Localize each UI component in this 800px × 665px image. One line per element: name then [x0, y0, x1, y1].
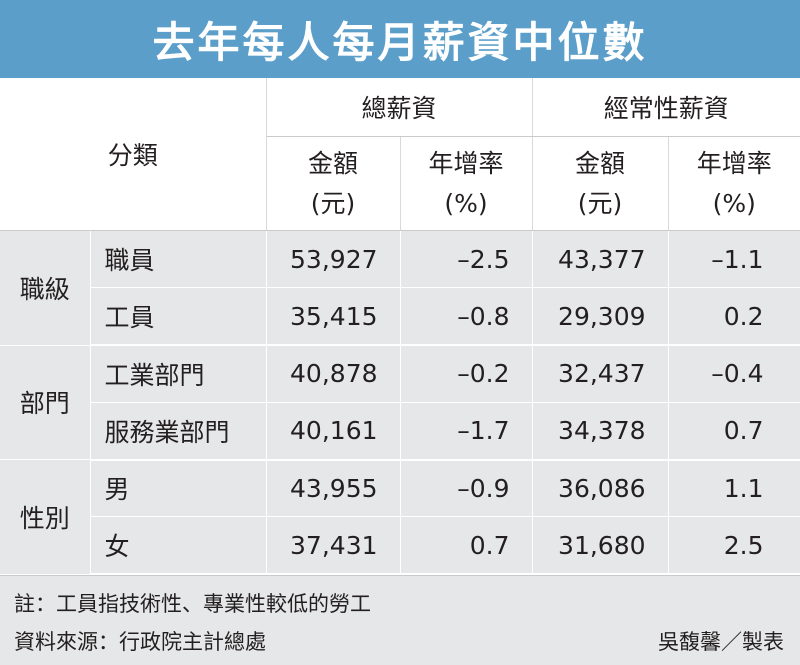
row-item: 男: [90, 459, 267, 518]
table-row: 服務業部門 40,161 –1.7 34,378 0.7: [0, 402, 800, 461]
regular-growth-header: 年增率 (%): [668, 136, 800, 231]
author-credit: 吳馥馨／製表: [658, 630, 784, 654]
regular-amount-cell: 43,377: [532, 230, 669, 289]
regular-amount-header: 金額 (元): [532, 136, 669, 231]
footer: 註：工員指技術性、專業性較低的勞工 資料來源：行政院主計總處 吳馥馨／製表: [0, 576, 800, 665]
table-row: 部門 工業部門 40,878 –0.2 32,437 –0.4: [0, 345, 800, 460]
title-bar: 去年每人每月薪資中位數: [0, 0, 800, 78]
total-growth-cell: –0.9: [400, 459, 533, 518]
total-amount-header: 金額 (元): [266, 136, 401, 231]
footer-divider: [0, 575, 800, 576]
table-row: 職級 職員 53,927 –2.5 43,377 –1.1: [0, 230, 800, 346]
total-growth-cell: –1.7: [400, 402, 533, 461]
amount-unit: (元): [310, 188, 356, 218]
total-growth-cell: 0.7: [400, 516, 533, 576]
total-amount-cell: 35,415: [266, 287, 401, 347]
total-growth-cell: –2.5: [400, 230, 533, 289]
regular-amount-cell: 36,086: [532, 459, 669, 518]
regular-growth-cell: –0.4: [668, 345, 800, 403]
total-salary-header: 總薪資: [266, 78, 533, 137]
table-row: 女 37,431 0.7 31,680 2.5: [0, 516, 800, 576]
group-label: 職級: [0, 230, 91, 346]
total-growth-header: 年增率 (%): [400, 136, 533, 231]
infographic-title: 去年每人每月薪資中位數: [152, 17, 648, 67]
growth-label: 年增率: [428, 148, 504, 178]
growth-unit: (%): [444, 188, 488, 218]
total-amount-cell: 53,927: [266, 230, 401, 289]
salary-table: 分類 總薪資 經常性薪資 金額 (元) 年增率 (%) 金額 (元) 年增: [0, 78, 800, 576]
total-amount-cell: 40,161: [266, 402, 401, 461]
row-item: 工業部門: [90, 345, 267, 403]
regular-growth-cell: 0.7: [668, 402, 800, 461]
regular-growth-cell: 2.5: [668, 516, 800, 576]
total-amount-cell: 43,955: [266, 459, 401, 518]
total-growth-cell: –0.8: [400, 287, 533, 347]
table-row: 工員 35,415 –0.8 29,309 0.2: [0, 287, 800, 347]
regular-growth-cell: 1.1: [668, 459, 800, 518]
row-item: 女: [90, 516, 267, 576]
table-row: 性別 男 43,955 –0.9 36,086 1.1: [0, 459, 800, 575]
amount-label: 金額: [575, 148, 626, 178]
regular-amount-cell: 31,680: [532, 516, 669, 576]
total-amount-cell: 40,878: [266, 345, 401, 403]
total-growth-cell: –0.2: [400, 345, 533, 403]
amount-label: 金額: [308, 148, 359, 178]
category-header: 分類: [0, 78, 267, 231]
regular-salary-header: 經常性薪資: [532, 78, 800, 137]
regular-amount-cell: 32,437: [532, 345, 669, 403]
footnote: 註：工員指技術性、專業性較低的勞工: [14, 592, 371, 616]
regular-growth-cell: –1.1: [668, 230, 800, 289]
total-amount-cell: 37,431: [266, 516, 401, 576]
regular-amount-cell: 29,309: [532, 287, 669, 347]
group-label: 部門: [0, 345, 91, 460]
growth-unit: (%): [712, 188, 756, 218]
regular-growth-cell: 0.2: [668, 287, 800, 347]
group-label: 性別: [0, 459, 91, 575]
amount-unit: (元): [577, 188, 623, 218]
row-item: 工員: [90, 287, 267, 347]
row-item: 職員: [90, 230, 267, 289]
regular-amount-cell: 34,378: [532, 402, 669, 461]
growth-label: 年增率: [696, 148, 772, 178]
data-source: 資料來源：行政院主計總處: [14, 630, 266, 654]
row-item: 服務業部門: [90, 402, 267, 461]
